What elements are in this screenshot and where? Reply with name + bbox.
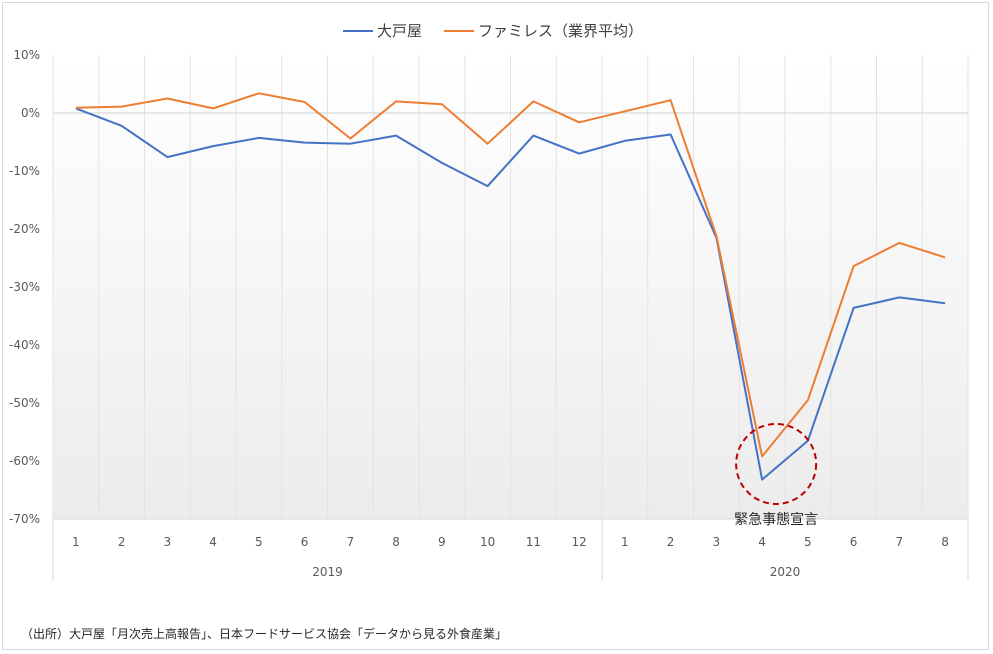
legend: 大戸屋 ファミレス（業界平均）	[343, 22, 643, 40]
series-lines	[75, 92, 946, 481]
annotation: 緊急事態宣言	[734, 422, 818, 528]
x-tick-label: 8	[941, 535, 949, 549]
group-label: 2020	[770, 565, 801, 579]
x-tick-label: 10	[480, 535, 495, 549]
vertical-gridlines	[52, 55, 969, 519]
y-tick-label: -70%	[9, 512, 40, 526]
y-tick-label: -40%	[9, 338, 40, 352]
y-tick-label: -60%	[9, 454, 40, 468]
legend-label: ファミレス（業界平均）	[478, 22, 643, 40]
x-tick-label: 9	[438, 535, 446, 549]
x-tick-label: 7	[347, 535, 355, 549]
group-label: 2019	[312, 565, 343, 579]
x-tick-label: 2	[118, 535, 126, 549]
y-tick-label: -30%	[9, 280, 40, 294]
x-tick-label: 2	[667, 535, 675, 549]
series-line	[75, 92, 946, 458]
x-tick-label: 5	[804, 535, 812, 549]
source-note: （出所）大戸屋「月次売上高報告」、日本フードサービス協会「データから見る外食産業…	[21, 627, 508, 641]
y-axis-ticks: 10% 0% -10% -20% -30% -40% -50% -60% -70%	[9, 48, 40, 526]
x-tick-label: 7	[896, 535, 904, 549]
annotation-label: 緊急事態宣言	[734, 512, 818, 528]
legend-label: 大戸屋	[377, 22, 422, 40]
x-tick-label: 5	[255, 535, 263, 549]
series-line	[75, 107, 946, 481]
y-tick-label: -10%	[9, 164, 40, 178]
x-tick-label: 6	[301, 535, 309, 549]
x-tick-label: 3	[713, 535, 721, 549]
x-tick-label: 8	[392, 535, 400, 549]
x-tick-label: 6	[850, 535, 858, 549]
x-tick-label: 12	[571, 535, 586, 549]
y-tick-label: -50%	[9, 396, 40, 410]
y-tick-label: 10%	[13, 48, 40, 62]
x-tick-label: 1	[72, 535, 80, 549]
y-tick-label: -20%	[9, 222, 40, 236]
x-tick-label: 11	[526, 535, 541, 549]
x-tick-label: 3	[164, 535, 172, 549]
x-tick-label: 4	[758, 535, 766, 549]
y-tick-label: 0%	[21, 106, 40, 120]
dashed-circle	[735, 422, 818, 505]
x-tick-label: 4	[209, 535, 217, 549]
x-tick-label: 1	[621, 535, 629, 549]
